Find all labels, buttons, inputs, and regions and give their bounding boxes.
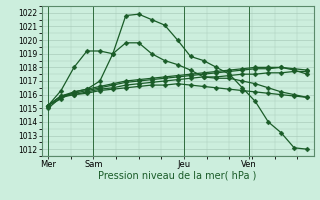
X-axis label: Pression niveau de la mer( hPa ): Pression niveau de la mer( hPa ) — [99, 171, 257, 181]
